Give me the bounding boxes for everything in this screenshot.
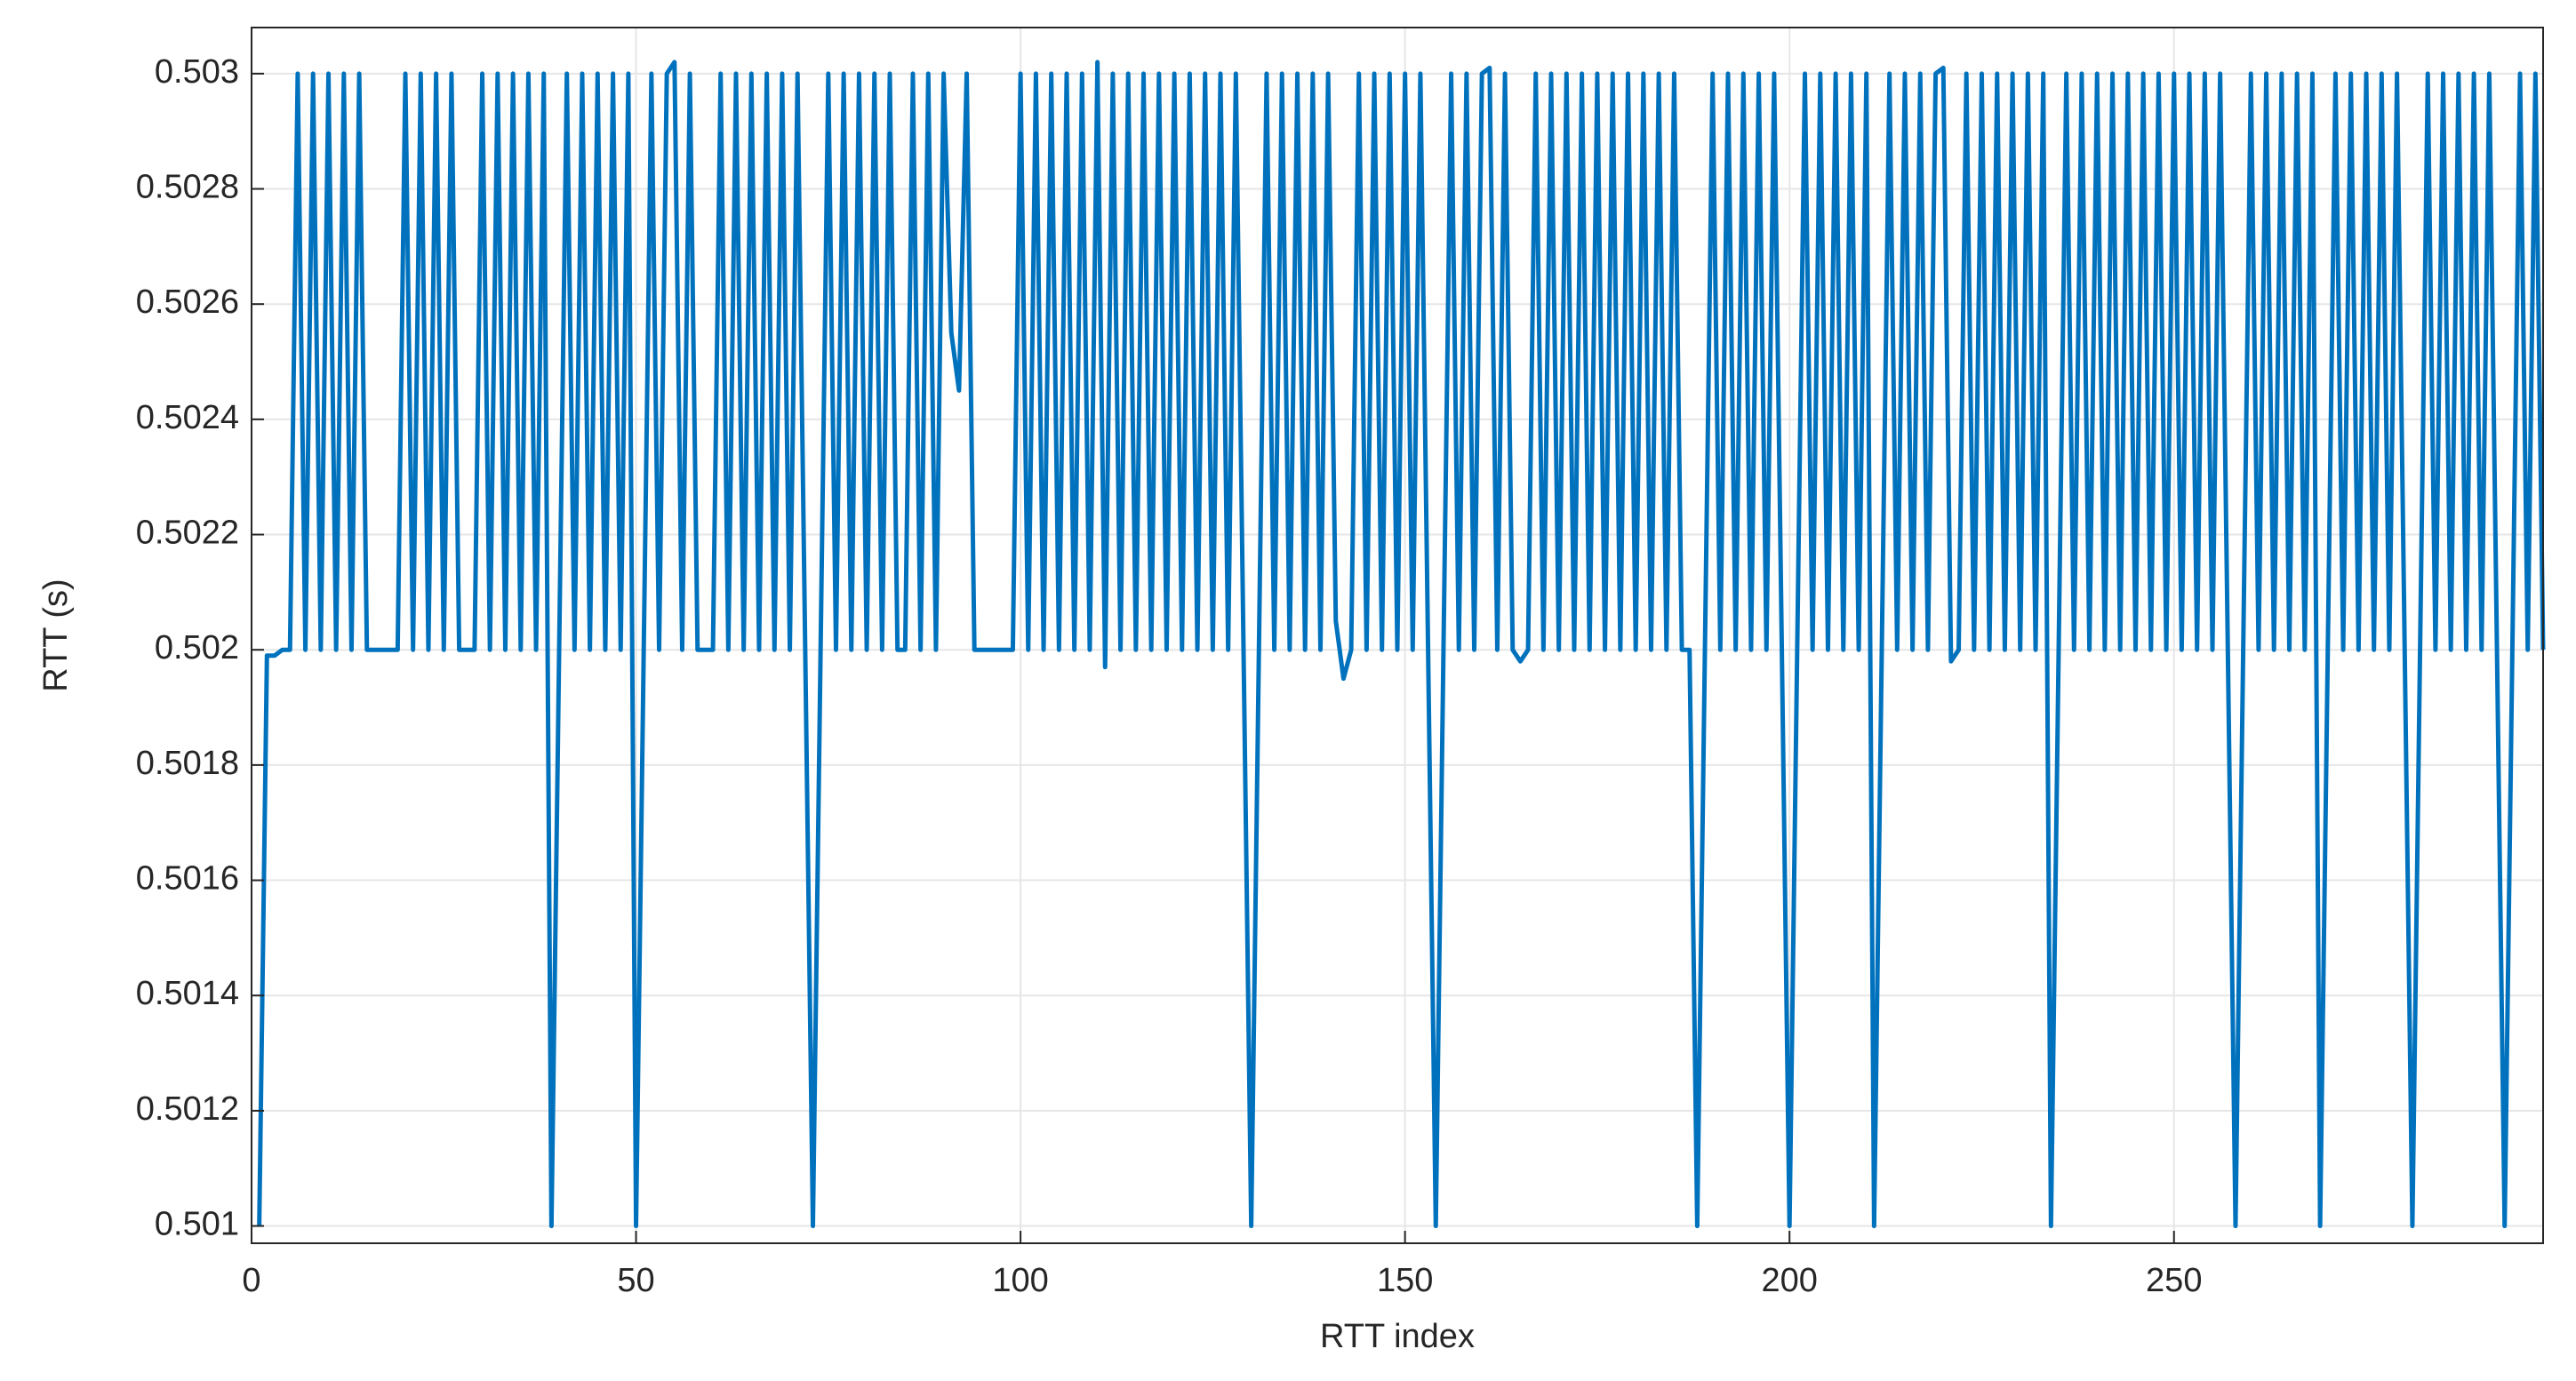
axes: 0 50 100 150 200 250 0.501 0.5012 0.5014 0.5016 0.… (136, 27, 2544, 1299)
x-tick-label: 50 (617, 1262, 654, 1299)
y-tick-label: 0.5024 (136, 399, 239, 436)
y-tick-label: 0.5028 (136, 169, 239, 206)
y-tick-label: 0.5026 (136, 283, 239, 321)
y-tick-label: 0.5022 (136, 515, 239, 552)
y-tick-label: 0.5014 (136, 975, 239, 1012)
y-tick-label: 0.502 (155, 629, 239, 667)
plot-area (257, 60, 2546, 1229)
x-tick-label: 200 (1761, 1262, 1817, 1299)
y-tick-label: 0.503 (155, 53, 239, 91)
x-axis-label: RTT index (1320, 1318, 1475, 1355)
y-tick-label: 0.5012 (136, 1090, 239, 1128)
data-line (257, 60, 2546, 1229)
y-tick-label: 0.5016 (136, 860, 239, 898)
x-tick-label: 250 (2146, 1262, 2202, 1299)
y-tick-label: 0.5018 (136, 745, 239, 782)
y-axis-label: RTT (s) (37, 579, 75, 691)
y-tick-label: 0.501 (155, 1206, 239, 1243)
x-tick-label: 100 (992, 1262, 1048, 1299)
axes-box (251, 27, 2544, 1244)
x-tick-label: 0 (242, 1262, 260, 1299)
x-tick-label: 150 (1377, 1262, 1433, 1299)
